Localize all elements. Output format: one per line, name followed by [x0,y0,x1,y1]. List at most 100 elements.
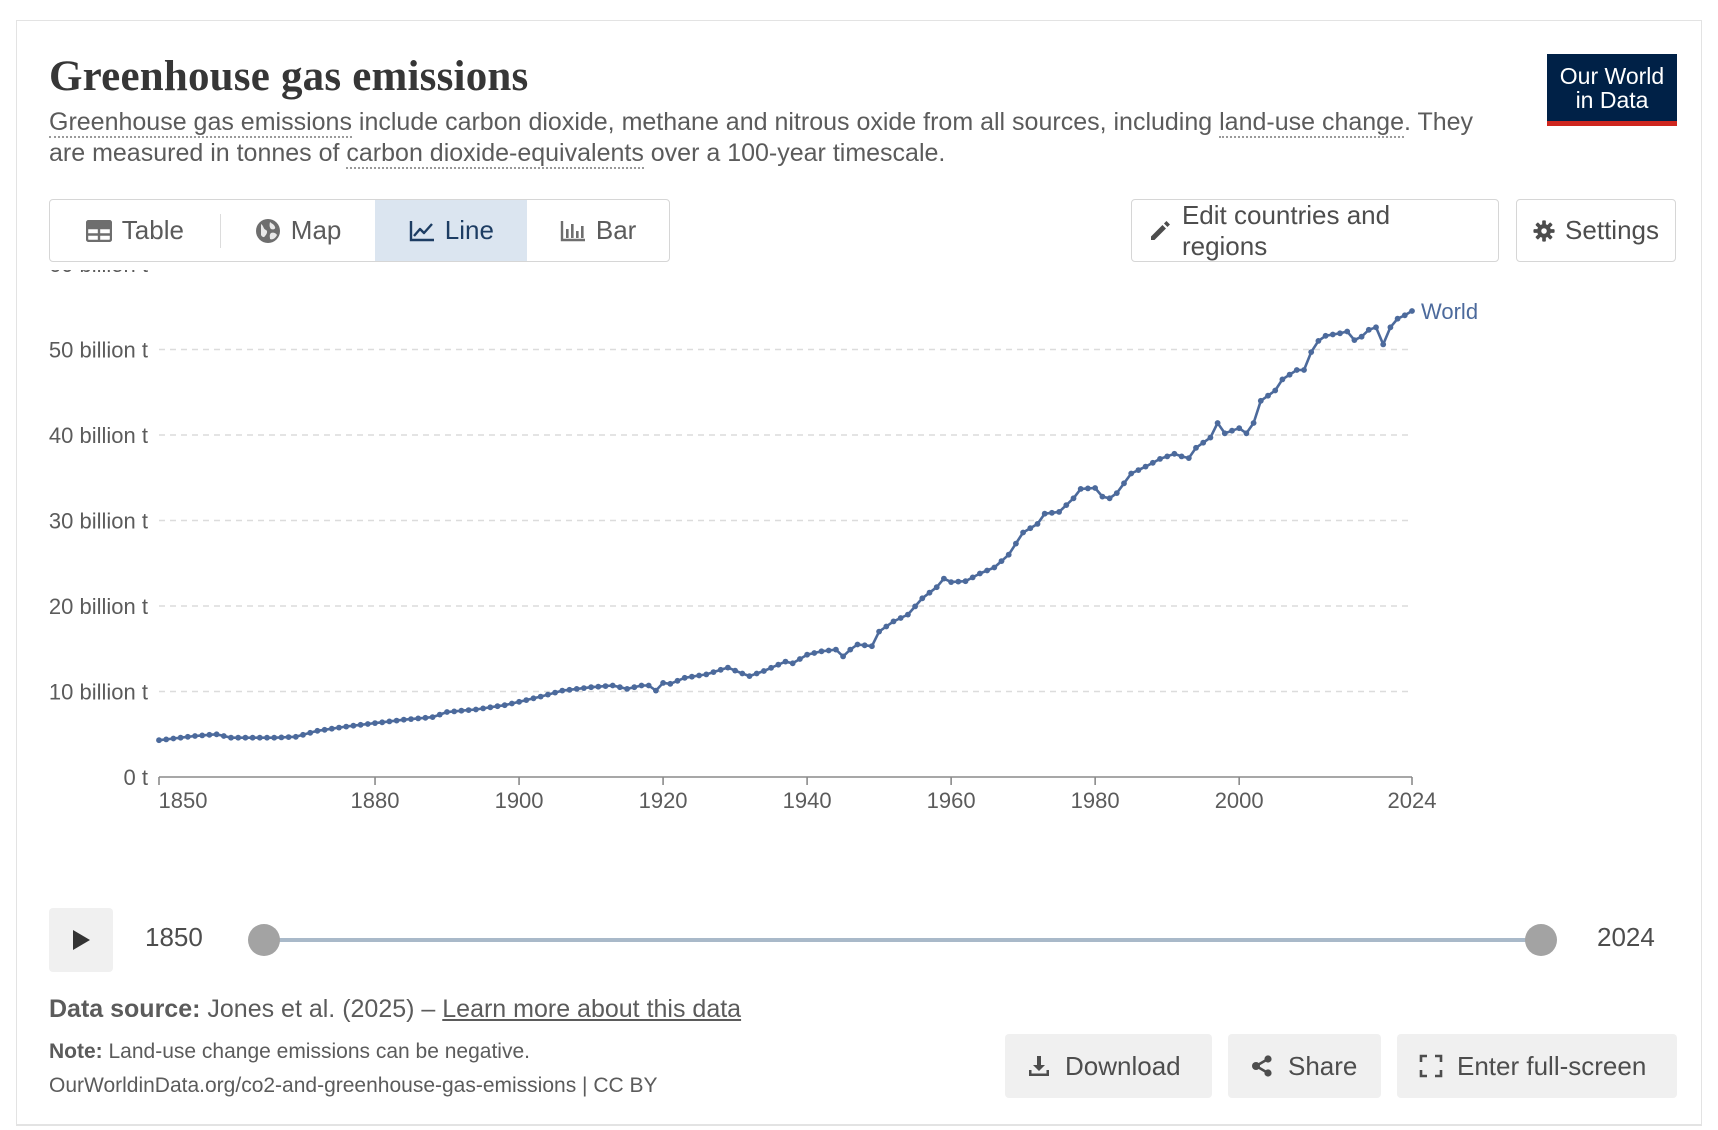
world-data-point [739,670,746,677]
world-data-point [163,736,170,743]
world-data-point [883,623,890,630]
world-data-point [1099,493,1106,500]
world-data-point [177,734,184,741]
world-data-point [804,651,810,658]
world-data-point [415,715,422,722]
world-data-point [1178,453,1185,460]
world-data-point [1085,485,1091,492]
world-data-point [631,684,638,691]
world-data-point [1229,427,1235,434]
note-label: Note: [49,1040,103,1063]
x-tick-label: 1940 [783,788,832,813]
world-data-point [797,656,803,662]
y-tick-label: 60 billion t [49,270,148,277]
world-data-point [509,700,515,707]
tab-line[interactable]: Line [375,200,528,261]
world-data-point [566,686,573,693]
tab-map[interactable]: Map [221,200,376,261]
world-data-point [1286,371,1293,378]
world-data-point [933,584,940,591]
timeline-start-handle[interactable] [248,924,280,956]
world-data-point [1041,510,1048,517]
world-data-point [955,578,962,585]
world-data-point [256,734,263,741]
world-data-point [1409,308,1415,314]
world-data-point [1171,450,1178,457]
world-data-point [1250,420,1257,426]
world-data-point [725,664,731,671]
learn-more-link[interactable]: Learn more about this data [442,995,742,1023]
world-data-point [336,724,342,731]
line-chart: 0 t 10 billion t 20 billion t 30 billion t 4… [49,270,1478,813]
world-data-point [465,707,472,713]
world-data-point [1113,490,1120,496]
world-data-point [300,731,306,738]
world-data-point [1337,330,1343,337]
page-title: Greenhouse gas emissions [49,53,529,100]
table-icon [85,219,112,242]
world-data-point [1358,333,1365,340]
download-icon [1029,1056,1049,1076]
world-data-point [1128,470,1135,477]
world-data-point [1157,456,1163,462]
settings-label: Settings [1565,215,1659,245]
world-data-point [1394,315,1401,322]
world-data-point [1034,521,1041,527]
world-data-point [818,648,825,655]
world-data-point [487,704,494,711]
world-data-point [1020,529,1026,536]
world-data-point [876,628,882,635]
world-series-label: World [1421,299,1478,324]
fullscreen-button[interactable]: Enter full-screen [1397,1034,1677,1098]
world-data-point [1005,551,1012,558]
world-data-point [314,727,321,734]
world-data-point [969,574,976,581]
timeline-end-handle[interactable] [1525,924,1557,956]
world-data-point [919,595,926,602]
world-data-point [206,731,213,738]
world-data-point [480,705,486,712]
world-data-point [948,579,954,585]
world-data-point [249,734,256,741]
ghg-definition-link[interactable]: Greenhouse gas emissions [49,108,352,138]
timeline-track[interactable] [264,938,1542,942]
world-data-point [667,680,674,687]
share-label: Share [1288,1050,1358,1081]
world-data-point [393,717,400,724]
tab-bar[interactable]: Bar [527,200,669,261]
x-tick-label: 1960 [927,788,976,813]
download-button[interactable]: Download [1005,1034,1212,1098]
data-source-text: Jones et al. (2025) – [200,995,443,1023]
world-data-point [998,558,1005,564]
timeline-end-year: 2024 [1597,922,1655,952]
world-data-point [1315,338,1322,344]
co2e-definition-link[interactable]: carbon dioxide-equivalents [346,139,644,169]
world-data-point [307,729,314,736]
world-data-point [890,618,897,625]
tab-table[interactable]: Table [50,200,220,261]
world-data-point [184,733,191,740]
world-data-point [386,718,393,725]
edit-countries-button[interactable]: Edit countries and regions [1131,199,1499,262]
settings-button[interactable]: Settings [1516,199,1676,262]
world-data-point [746,673,753,679]
world-data-point [717,666,724,673]
data-source: Data source: Jones et al. (2025) – Learn… [49,995,741,1024]
world-data-point [833,646,839,653]
world-data-point [638,682,645,689]
world-data-point [912,603,918,610]
world-data-point [681,674,688,681]
share-button[interactable]: Share [1228,1034,1381,1098]
world-data-point [364,721,371,727]
logo-line-1: Our World [1559,63,1665,89]
land-use-definition-link[interactable]: land-use change [1219,108,1404,138]
world-data-point [1293,367,1300,373]
world-data-point [328,725,335,732]
chart-url[interactable]: OurWorldinData.org/co2-and-greenhouse-ga… [49,1074,658,1097]
world-data-point [1272,387,1279,394]
x-tick-label: 1920 [639,788,688,813]
play-button[interactable] [49,908,113,972]
world-data-point [768,664,774,671]
owid-logo[interactable]: Our World in Data [1547,54,1677,126]
world-data-point [350,722,357,729]
